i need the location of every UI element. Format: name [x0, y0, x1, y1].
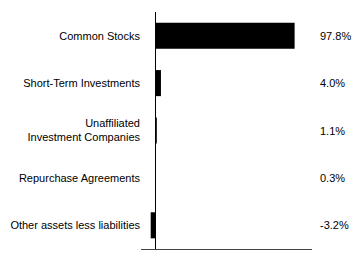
svg-text:Other assets less liabilities: Other assets less liabilities	[10, 219, 140, 231]
svg-text:0.3%: 0.3%	[320, 172, 345, 184]
svg-text:97.8%: 97.8%	[320, 30, 351, 42]
svg-text:-3.2%: -3.2%	[320, 219, 349, 231]
svg-text:Short-Term Investments: Short-Term Investments	[23, 77, 140, 89]
svg-text:Repurchase Agreements: Repurchase Agreements	[19, 172, 141, 184]
svg-text:UnaffiliatedInvestment Compani: UnaffiliatedInvestment Companies	[28, 117, 141, 143]
svg-text:1.1%: 1.1%	[320, 125, 345, 137]
svg-text:4.0%: 4.0%	[320, 77, 345, 89]
svg-text:Common Stocks: Common Stocks	[59, 30, 140, 42]
